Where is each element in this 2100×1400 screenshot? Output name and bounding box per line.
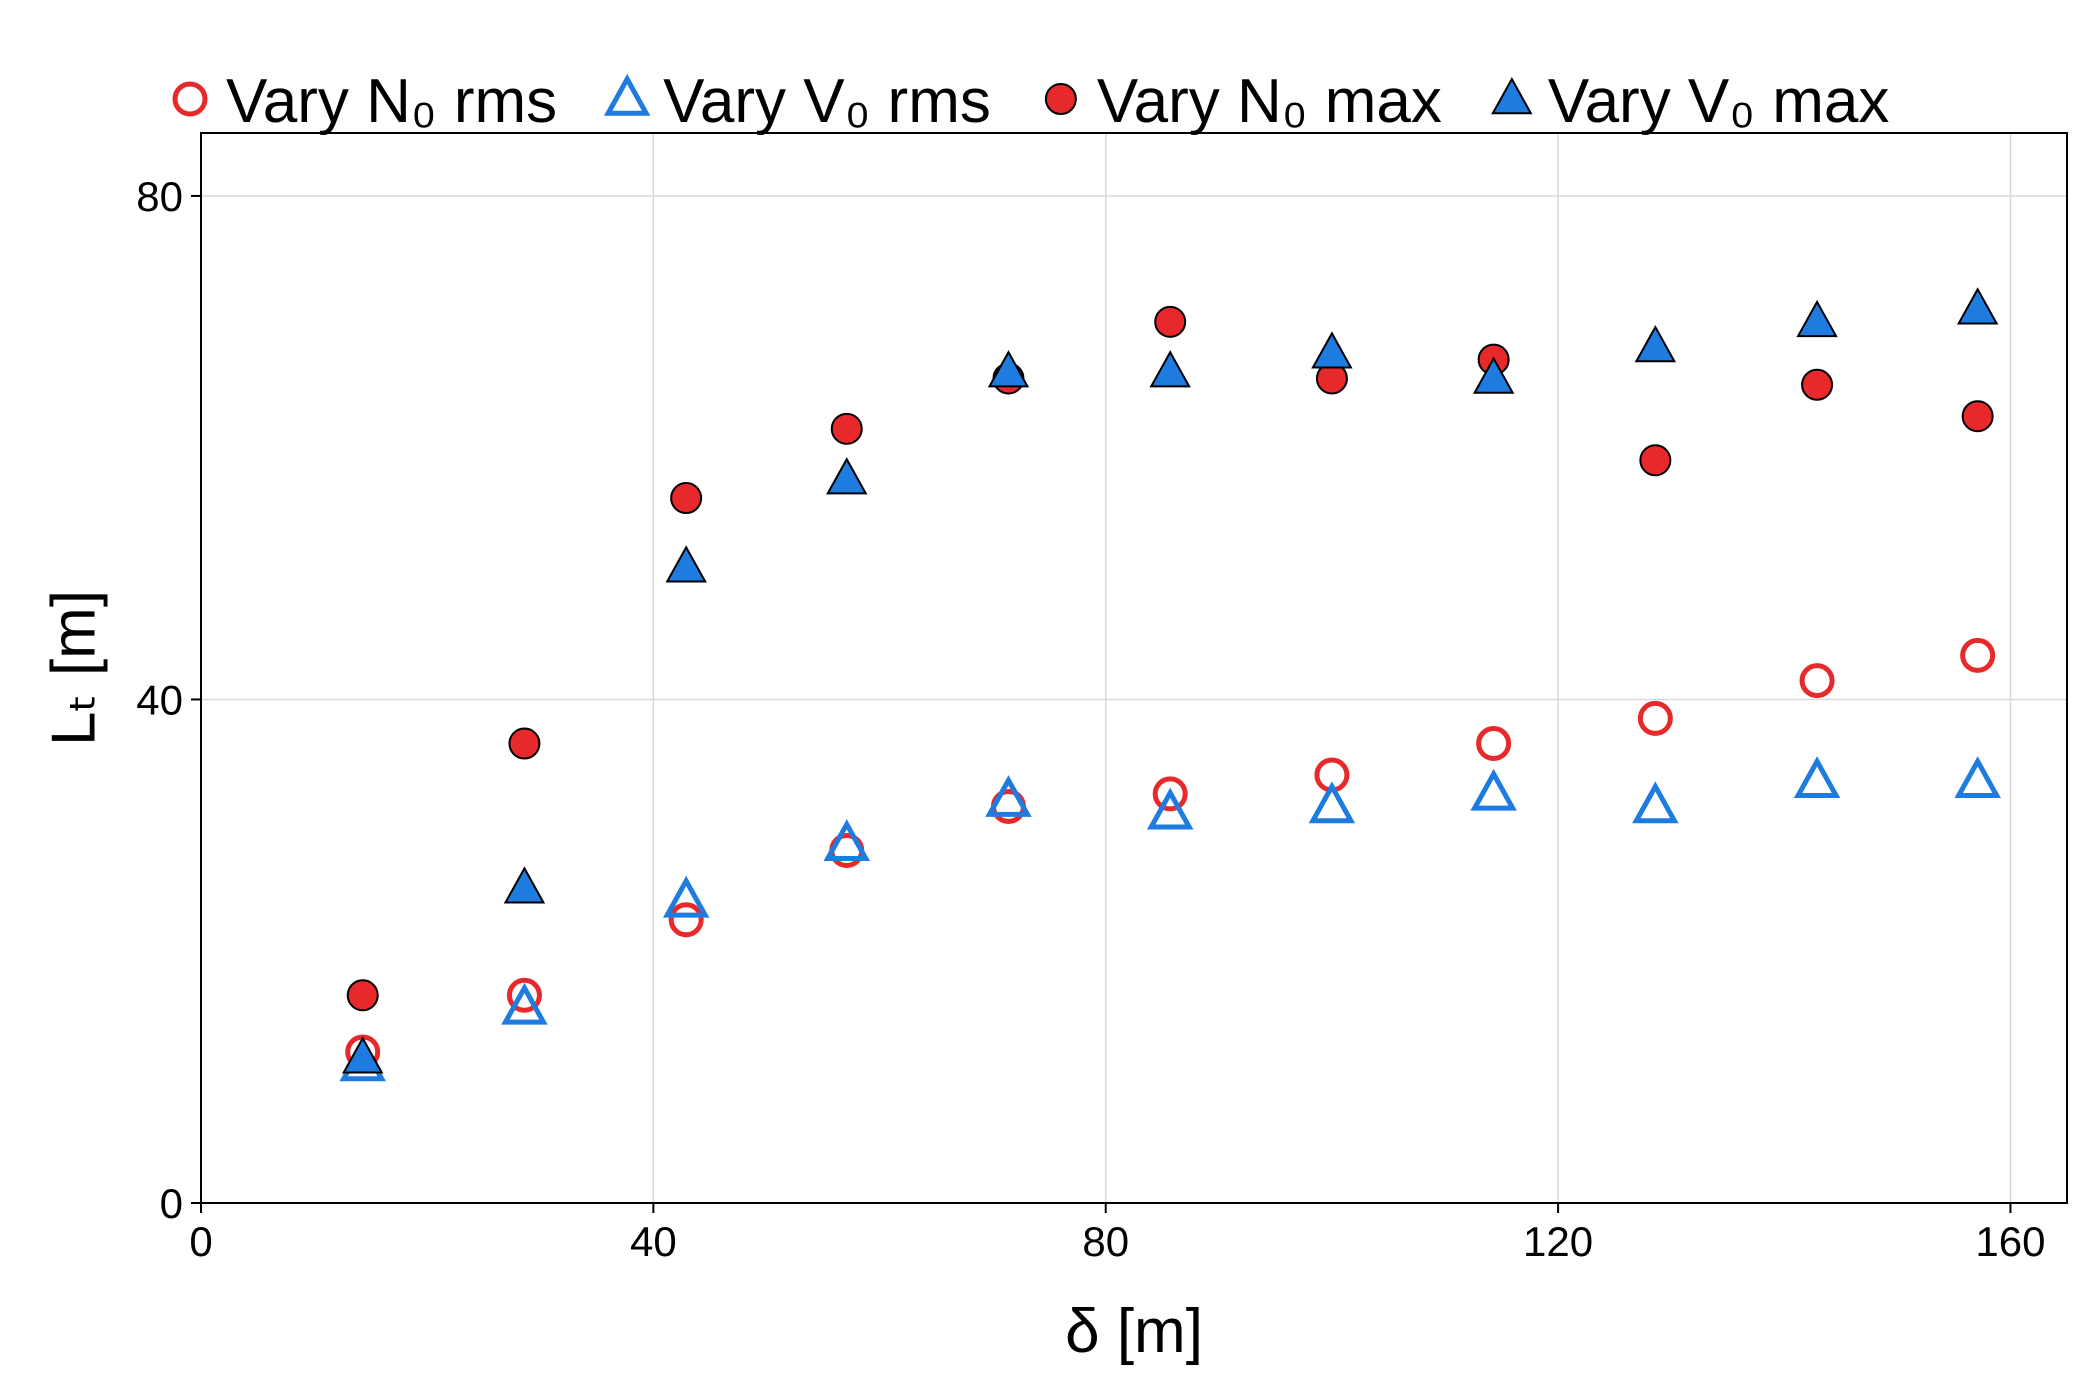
y-tick-label: 80: [136, 173, 183, 220]
y-tick-label: 0: [160, 1180, 183, 1227]
plot-frame: [200, 132, 2068, 1204]
y-axis-title: Lₜ [m]: [40, 590, 109, 746]
legend: Vary N₀ rms Vary V₀ rms Vary N₀ max Vary V₀…: [172, 67, 1890, 136]
data-point: [1154, 305, 1187, 338]
data-point: [1634, 324, 1677, 363]
data-point: [1311, 331, 1353, 369]
data-point: [503, 866, 546, 904]
series-3: [346, 305, 1994, 1012]
x-tick-label: 160: [1975, 1218, 2045, 1265]
data-point: [508, 727, 541, 760]
data-point: [342, 1036, 384, 1074]
data-point: [1637, 700, 1673, 736]
data-point: [1308, 781, 1356, 824]
data-point: [1146, 787, 1194, 830]
legend-item: Vary V₀ max: [1491, 67, 1890, 136]
data-point: [1956, 287, 1999, 325]
data-point: [346, 979, 379, 1012]
data-points: [339, 287, 2001, 1082]
legend-label: Vary N₀ max: [1097, 67, 1442, 136]
data-point: [665, 545, 707, 583]
series-2: [339, 756, 2001, 1082]
y-tick-label: 40: [136, 676, 183, 723]
data-point: [668, 902, 704, 938]
data-point: [506, 977, 542, 1013]
legend-label: Vary N₀ rms: [226, 67, 557, 136]
data-point: [1476, 726, 1512, 762]
data-point: [985, 775, 1032, 817]
legend-label: Vary V₀ max: [1548, 67, 1890, 136]
data-point: [1799, 663, 1835, 699]
legend-marker: [1491, 76, 1533, 115]
data-point: [1632, 781, 1679, 824]
x-tick-label: 120: [1523, 1218, 1593, 1265]
data-point: [830, 412, 863, 445]
legend-item: Vary N₀ max: [1044, 67, 1442, 136]
legend-item: Vary V₀ rms: [603, 67, 991, 136]
data-point: [1793, 756, 1841, 799]
data-point: [1960, 637, 1996, 673]
axis-ticks: 0 40 80 120 160 0 40 80: [136, 173, 2045, 1265]
data-point: [1470, 768, 1517, 811]
data-point: [823, 819, 870, 861]
data-point: [987, 350, 1030, 388]
legend-item: Vary N₀ rms: [172, 67, 557, 136]
data-point: [1801, 368, 1834, 401]
series-4: [342, 287, 1999, 1074]
data-point: [1149, 350, 1191, 388]
x-tick-label: 40: [630, 1218, 677, 1265]
legend-marker: [1044, 83, 1077, 115]
x-tick-label: 0: [189, 1218, 212, 1265]
data-point: [1639, 444, 1672, 477]
data-point: [1954, 756, 2001, 799]
data-point: [1961, 400, 1994, 433]
x-tick-label: 80: [1082, 1218, 1129, 1265]
legend-label: Vary V₀ rms: [663, 67, 991, 136]
legend-marker: [172, 81, 208, 117]
data-point: [1796, 299, 1838, 338]
data-point: [662, 875, 710, 918]
grid: [201, 133, 2067, 1203]
data-point: [670, 482, 703, 515]
data-point: [826, 457, 868, 495]
data-point: [501, 982, 548, 1025]
x-axis-title: δ [m]: [1065, 1297, 1203, 1366]
data-point: [1472, 356, 1515, 394]
data-point: [1152, 776, 1188, 812]
legend-marker: [603, 73, 651, 116]
